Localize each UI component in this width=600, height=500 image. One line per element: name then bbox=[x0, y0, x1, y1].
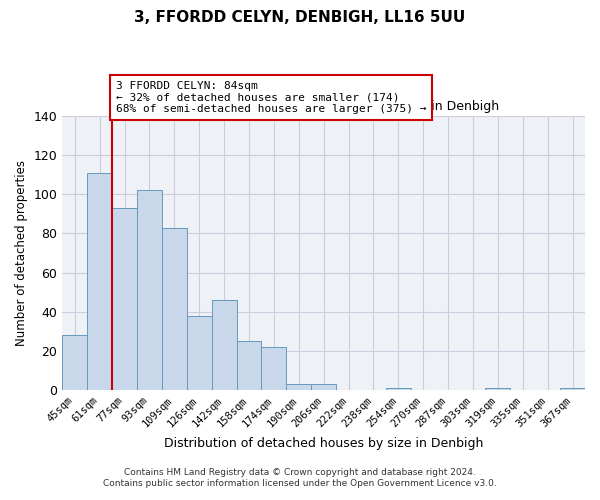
Bar bbox=[236, 341, 262, 390]
Bar bbox=[311, 384, 336, 390]
Bar bbox=[485, 388, 511, 390]
Bar bbox=[262, 347, 286, 390]
Bar bbox=[162, 228, 187, 390]
Bar bbox=[286, 384, 311, 390]
X-axis label: Distribution of detached houses by size in Denbigh: Distribution of detached houses by size … bbox=[164, 437, 484, 450]
Y-axis label: Number of detached properties: Number of detached properties bbox=[15, 160, 28, 346]
Bar bbox=[62, 336, 87, 390]
Title: Size of property relative to detached houses in Denbigh: Size of property relative to detached ho… bbox=[149, 100, 499, 114]
Bar bbox=[187, 316, 212, 390]
Bar bbox=[112, 208, 137, 390]
Text: Contains HM Land Registry data © Crown copyright and database right 2024.
Contai: Contains HM Land Registry data © Crown c… bbox=[103, 468, 497, 487]
Bar bbox=[386, 388, 411, 390]
Bar bbox=[560, 388, 585, 390]
Text: 3, FFORDD CELYN, DENBIGH, LL16 5UU: 3, FFORDD CELYN, DENBIGH, LL16 5UU bbox=[134, 10, 466, 25]
Bar bbox=[137, 190, 162, 390]
Bar bbox=[87, 173, 112, 390]
Bar bbox=[212, 300, 236, 390]
Text: 3 FFORDD CELYN: 84sqm
← 32% of detached houses are smaller (174)
68% of semi-det: 3 FFORDD CELYN: 84sqm ← 32% of detached … bbox=[116, 81, 427, 114]
